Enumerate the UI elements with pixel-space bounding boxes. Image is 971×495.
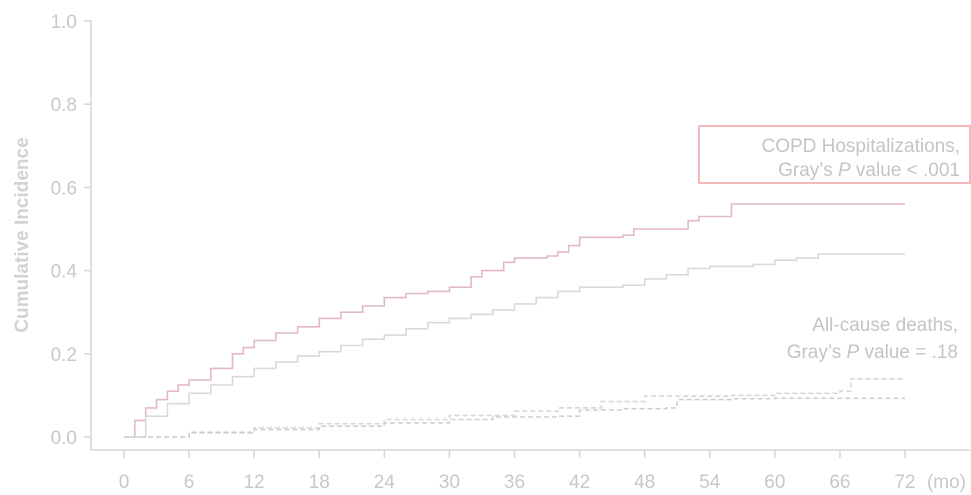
x-tick-label: 60 — [764, 472, 785, 493]
x-tick-label: 12 — [244, 472, 265, 493]
x-axis-unit: (mo) — [927, 472, 966, 493]
copd-annotation-line2: Gray’s P value < .001 — [778, 160, 960, 181]
x-tick-label: 0 — [119, 472, 130, 493]
y-tick-label: 0.0 — [51, 428, 77, 449]
x-tick-label: 42 — [569, 472, 590, 493]
x-tick-label: 30 — [439, 472, 460, 493]
x-tick-label: 6 — [184, 472, 195, 493]
x-tick-label: 54 — [699, 472, 721, 493]
x-tick-label: 18 — [309, 472, 330, 493]
deaths-annotation-line2: Gray’s P value = .18 — [787, 342, 958, 363]
copd-annotation-line1: COPD Hospitalizations, — [761, 136, 960, 157]
copd-series-b-line — [124, 253, 905, 438]
series-group — [124, 203, 905, 438]
death-series-a-line — [124, 378, 905, 438]
copd-annotation: COPD Hospitalizations, Gray’s P value < … — [698, 125, 971, 184]
x-tick-label: 48 — [634, 472, 655, 493]
x-tick-label: 24 — [374, 472, 396, 493]
y-tick-label: 0.2 — [51, 345, 77, 366]
copd-annotation-box — [698, 125, 971, 184]
y-tick-label: 0.8 — [51, 95, 77, 116]
copd-series-a-line — [124, 203, 905, 438]
y-tick-label: 1.0 — [51, 12, 77, 33]
y-ticks: 0.0 0.2 0.4 0.6 0.8 1.0 — [51, 12, 91, 449]
x-ticks: 0 6 12 18 24 30 36 42 48 54 60 66 72 (mo) — [119, 450, 966, 493]
deaths-annotation-line1: All-cause deaths, — [812, 315, 958, 336]
x-tick-label: 66 — [829, 472, 850, 493]
axes: 0.0 0.2 0.4 0.6 0.8 1.0 0 6 12 18 24 30 36 42 48 54 60 6… — [51, 12, 970, 493]
y-tick-label: 0.4 — [51, 262, 78, 283]
death-series-b-line — [124, 397, 905, 438]
y-tick-label: 0.6 — [51, 178, 77, 199]
y-axis-title: Cumulative Incidence — [12, 137, 33, 332]
x-tick-label: 36 — [504, 472, 525, 493]
x-tick-label: 72 — [894, 472, 915, 493]
deaths-annotation: All-cause deaths, Gray’s P value = .18 — [787, 315, 958, 363]
